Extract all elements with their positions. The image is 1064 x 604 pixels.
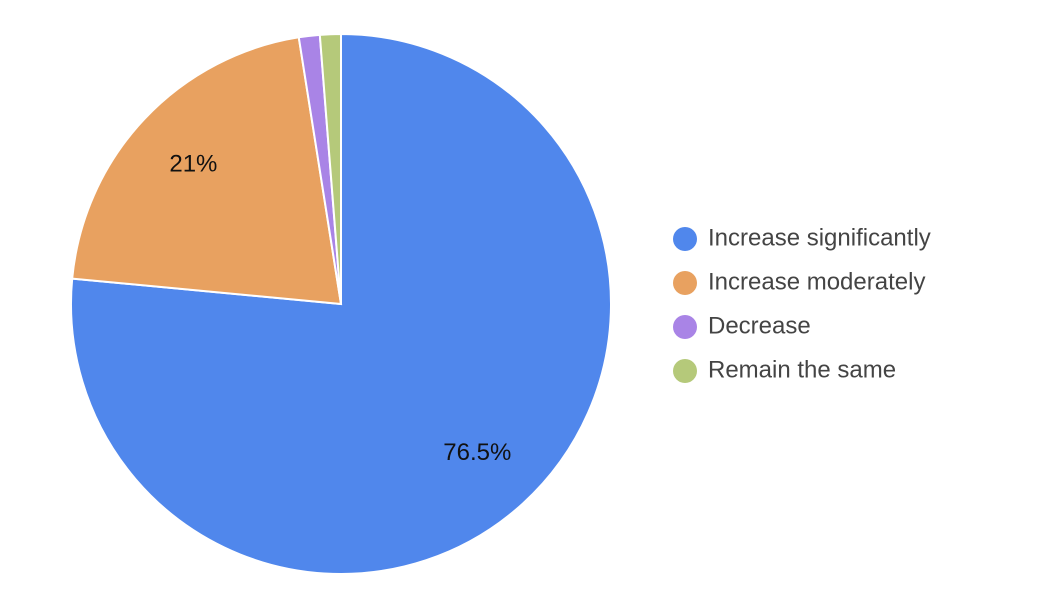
legend-label: Decrease — [708, 312, 811, 339]
legend-label: Increase significantly — [708, 224, 931, 251]
slice-label: 76.5% — [443, 439, 511, 466]
legend-marker — [673, 315, 697, 339]
legend-label: Remain the same — [708, 356, 896, 383]
legend-label: Increase moderately — [708, 268, 925, 295]
slice-label: 21% — [169, 151, 217, 178]
pie-slice — [318, 32, 342, 305]
pie-slice — [71, 36, 343, 306]
legend-marker — [673, 359, 697, 383]
legend-marker — [673, 271, 697, 295]
legend-marker — [673, 227, 697, 251]
